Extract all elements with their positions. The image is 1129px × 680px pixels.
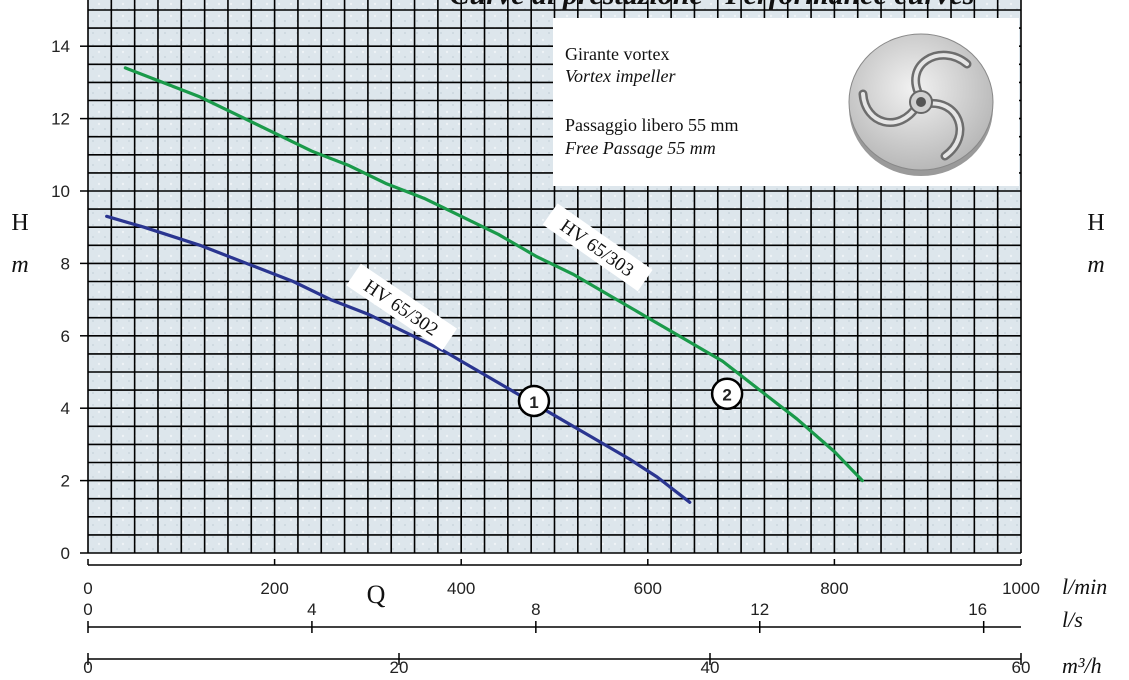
free-passage-it: Passaggio libero 55 mm: [565, 115, 739, 135]
y-tick-label: 8: [61, 254, 70, 273]
x-tick-label: 0: [83, 658, 92, 677]
x-tick-label: 4: [307, 600, 316, 619]
x-axis-label: Q: [367, 580, 386, 609]
impeller-info-box: Girante vortex Vortex impeller Passaggio…: [553, 18, 1019, 186]
free-passage-en: Free Passage 55 mm: [565, 138, 716, 158]
x-tick-label: 800: [820, 579, 848, 598]
y-axis-unit: m: [11, 252, 28, 278]
x-axis-unit: l/min: [1062, 574, 1107, 599]
curve-marker-number: 1: [529, 393, 538, 412]
vortex-impeller-icon: [848, 33, 994, 176]
x-tick-label: 40: [701, 658, 720, 677]
x-tick-label: 20: [390, 658, 409, 677]
y-tick-label: 2: [61, 472, 70, 491]
y-axis-label: H: [11, 210, 28, 236]
y-tick-label: 10: [51, 182, 70, 201]
x-tick-label: 400: [447, 579, 475, 598]
curve-marker-number: 2: [722, 386, 731, 405]
curve-label-bg: [346, 263, 458, 351]
x-axis-unit: l/s: [1062, 607, 1083, 632]
curve-marker-1: [517, 384, 551, 418]
curve-label-bg: [542, 203, 653, 292]
x-tick-label: 0: [83, 579, 92, 598]
x-tick-label: 16: [968, 600, 987, 619]
y-axis-unit: m: [1087, 252, 1104, 278]
curve-2: [123, 66, 864, 483]
y-tick-label: 6: [61, 327, 70, 346]
x-tick-label: 12: [750, 600, 769, 619]
x-tick-label: 60: [1012, 658, 1031, 677]
x-tick-label: 0: [83, 600, 92, 619]
x-tick-label: 1000: [1002, 579, 1040, 598]
y-tick-label: 4: [61, 399, 70, 418]
x-tick-label: 200: [260, 579, 288, 598]
x-tick-label: 8: [531, 600, 540, 619]
impeller-type-en: Vortex impeller: [565, 66, 676, 86]
x-axis-unit: m³/h: [1062, 653, 1102, 678]
curve-marker-2: [710, 377, 744, 410]
axes: Curve di prestazione · Performance curve…: [11, 0, 1107, 678]
chart-title: Curve di prestazione · Performance curve…: [450, 0, 975, 11]
y-tick-label: 14: [51, 37, 70, 56]
impeller-type-it: Girante vortex: [565, 44, 670, 64]
y-tick-label: 0: [61, 544, 70, 563]
y-tick-label: 12: [51, 110, 70, 129]
curve-1: [105, 214, 692, 504]
x-tick-label: 600: [634, 579, 662, 598]
y-axis-label: H: [1087, 210, 1104, 236]
